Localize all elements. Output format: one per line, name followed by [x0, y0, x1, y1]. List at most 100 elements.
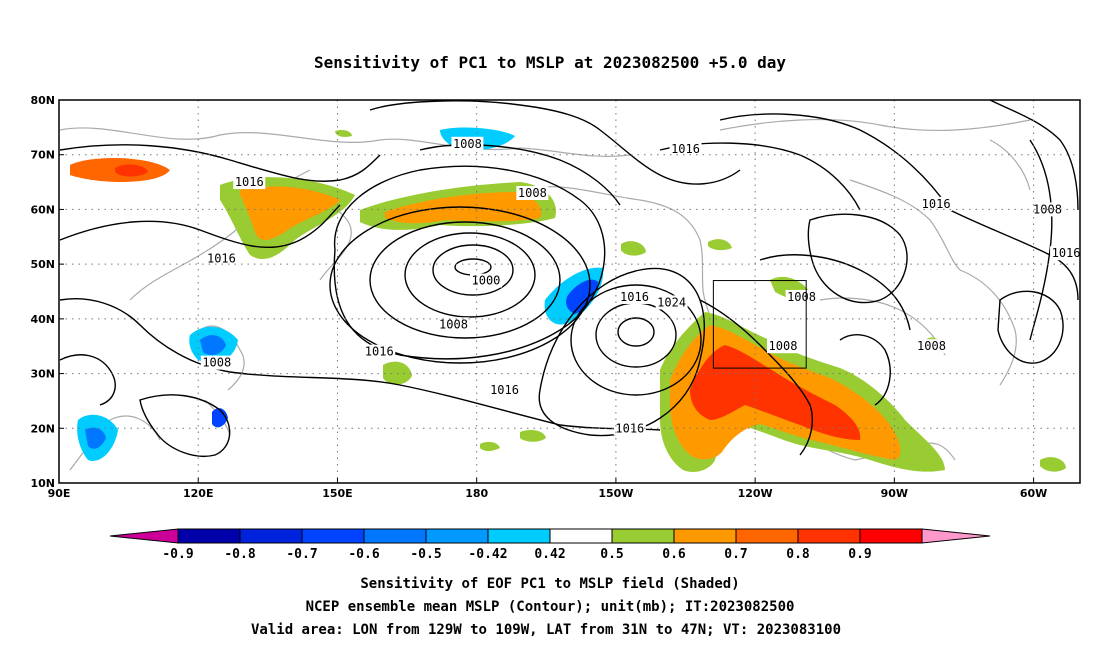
graticule	[59, 100, 1080, 483]
colorbar-swatch-11	[797, 528, 861, 544]
contour-labels: 1008 1016 1008 1016 1016 1008 1016 1016 1000 1016…	[200, 136, 1083, 436]
lat-tick-label-6: 70N	[30, 149, 55, 162]
lon-tick-label-5: 120W	[738, 487, 773, 500]
lat-tick-label-7: 80N	[30, 94, 55, 107]
colorbar-swatch-12	[859, 528, 923, 544]
colorbar: -0.9 -0.8 -0.7 -0.6 -0.5 -0.42 0.42 0.5 0.6 0.7 0.…	[109, 528, 991, 562]
contour-label-bg-9	[618, 289, 651, 304]
lat-tick-label-0: 10N	[30, 477, 55, 490]
contour-label-bg-0	[451, 136, 484, 151]
contour-label-8: 1000	[472, 274, 501, 288]
contour-label-bg-17	[488, 382, 521, 397]
contour-label-18: 1016	[615, 421, 644, 435]
lat-tick-label-3: 40N	[30, 313, 55, 326]
contour-label-bg-7	[205, 251, 238, 266]
lon-tick-label-1: 120E	[183, 487, 213, 500]
contour-label-17: 1016	[490, 383, 519, 397]
shade-blue-indochina	[85, 427, 106, 449]
lat-tick-label-1: 20N	[30, 422, 55, 435]
lon-tick-label-7: 60W	[1020, 487, 1047, 500]
contour-label-7: 1016	[207, 252, 236, 266]
contour-label-13: 1008	[769, 339, 798, 353]
contour-label-16: 1008	[202, 356, 231, 370]
colorbar-label-9: 0.7	[724, 547, 747, 562]
shade-orange-kamchatka	[240, 186, 340, 240]
colorbar-swatch-5	[425, 528, 489, 544]
contour-label-1: 1016	[235, 175, 264, 189]
colorbar-swatch-9	[673, 528, 737, 544]
contour-label-bg-3	[669, 142, 702, 157]
shade-green-dot-3	[480, 441, 500, 451]
lon-tick-label-6: 90W	[881, 487, 908, 500]
colorbar-label-8: 0.6	[662, 547, 686, 562]
axis-ticks: 90E 120E 150E 180 150W 120W 90W 60W 10N 20N 30N 40N…	[30, 94, 1047, 500]
shade-green-dot-4	[1040, 457, 1066, 472]
caption-contour: NCEP ensemble mean MSLP (Contour); unit(…	[306, 599, 795, 615]
colorbar-swatch-1	[177, 528, 241, 544]
contour-label-bg-16	[200, 355, 233, 370]
shade-green-north-pacific	[335, 129, 352, 137]
colorbar-label-7: 0.5	[600, 547, 623, 562]
contour-label-bg-18	[613, 421, 646, 436]
colorbar-arrow-low	[109, 528, 179, 544]
contour-label-bg-11	[785, 289, 818, 304]
contour-label-bg-2	[516, 186, 549, 201]
contour-label-0: 1008	[453, 137, 482, 151]
contour-label-bg-15	[363, 344, 396, 359]
contour-label-bg-13	[766, 339, 799, 354]
contour-label-3: 1016	[671, 142, 700, 156]
colorbar-swatch-2	[239, 528, 303, 544]
colorbar-swatch-7	[549, 528, 613, 544]
lon-tick-label-0: 90E	[48, 487, 71, 500]
colorbar-swatch-10	[735, 528, 799, 544]
contour-label-bg-10	[655, 295, 688, 310]
shade-red-siberia	[115, 164, 148, 177]
shade-blue-philippines	[212, 408, 228, 428]
contour-label-2: 1008	[518, 186, 547, 200]
contour-label-12: 1008	[439, 317, 468, 331]
colorbar-label-5: -0.42	[468, 547, 507, 562]
shade-blue-japan	[200, 335, 226, 356]
contour-label-11: 1008	[787, 290, 816, 304]
contour-label-9: 1016	[620, 290, 649, 304]
caption-valid-area: Valid area: LON from 129W to 109W, LAT f…	[251, 622, 841, 638]
lat-tick-label-5: 60N	[30, 203, 55, 216]
colorbar-label-6: 0.42	[534, 547, 565, 562]
shade-green-dot-6	[708, 239, 732, 251]
colorbar-label-0: -0.9	[162, 547, 193, 562]
colorbar-swatch-8	[611, 528, 675, 544]
lon-tick-label-3: 180	[465, 487, 488, 500]
colorbar-label-10: 0.8	[786, 547, 810, 562]
contour-label-15: 1016	[365, 345, 394, 359]
colorbar-label-2: -0.7	[286, 547, 317, 562]
caption-shaded: Sensitivity of EOF PC1 to MSLP field (Sh…	[360, 576, 739, 592]
colorbar-arrow-high	[921, 528, 991, 544]
map-title: Sensitivity of PC1 to MSLP at 2023082500…	[314, 53, 786, 72]
lat-tick-label-4: 50N	[30, 258, 55, 271]
contour-label-bg-1	[233, 175, 266, 190]
colorbar-swatch-6	[487, 528, 551, 544]
lon-tick-label-2: 150E	[322, 487, 352, 500]
lat-tick-label-2: 30N	[30, 368, 55, 381]
contour-label-14: 1008	[917, 339, 946, 353]
contour-label-bg-14	[915, 339, 948, 354]
colorbar-label-11: 0.9	[848, 547, 871, 562]
shade-red-namerica	[690, 345, 861, 440]
valid-area-box	[712, 280, 807, 369]
map-panel: 1008 1016 1008 1016 1016 1008 1016 1016 1000 1016…	[30, 94, 1083, 500]
colorbar-swatch-4	[363, 528, 427, 544]
shade-green-dot-1	[621, 241, 646, 256]
shade-green-dot-2	[520, 430, 546, 442]
colorbar-label-1: -0.8	[224, 547, 255, 562]
contour-label-bg-6	[1050, 246, 1083, 261]
colorbar-swatch-3	[301, 528, 365, 544]
lon-tick-label-4: 150W	[598, 487, 633, 500]
colorbar-label-4: -0.5	[410, 547, 441, 562]
contour-label-bg-8	[469, 273, 502, 288]
contour-label-6: 1016	[1052, 246, 1081, 260]
contour-label-4: 1016	[922, 197, 951, 211]
colorbar-label-3: -0.6	[348, 547, 379, 562]
contour-label-bg-12	[437, 317, 470, 332]
map-frame	[58, 99, 1081, 484]
